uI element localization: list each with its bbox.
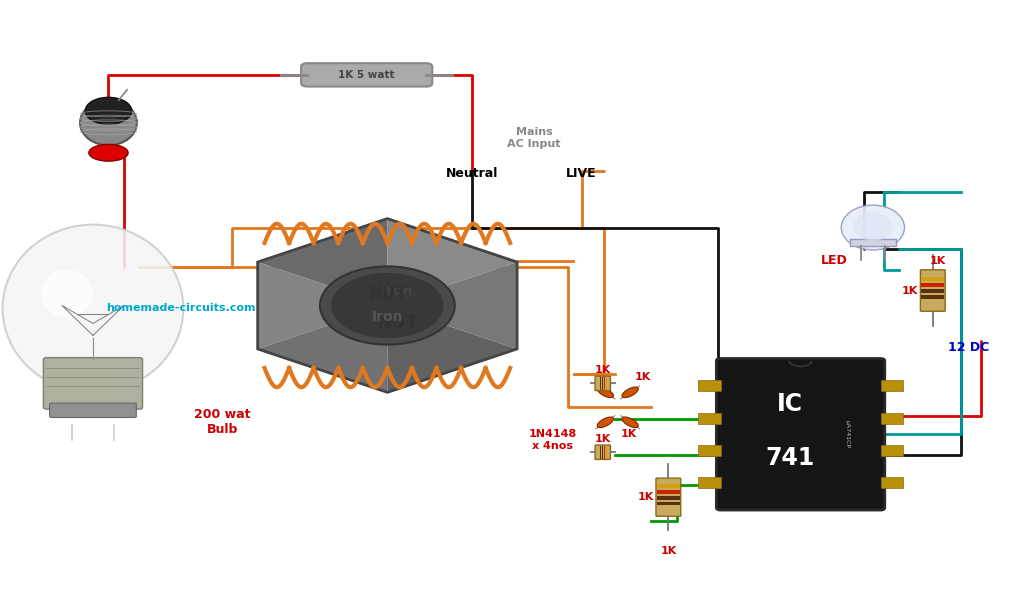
- Ellipse shape: [41, 270, 93, 317]
- Ellipse shape: [853, 212, 893, 241]
- Ellipse shape: [85, 97, 131, 124]
- FancyBboxPatch shape: [657, 485, 680, 488]
- Text: 12 DC: 12 DC: [948, 341, 990, 354]
- Text: 1K: 1K: [902, 286, 918, 295]
- FancyBboxPatch shape: [921, 295, 944, 300]
- FancyBboxPatch shape: [657, 501, 680, 506]
- FancyBboxPatch shape: [600, 446, 601, 459]
- FancyBboxPatch shape: [602, 446, 603, 459]
- Text: 1K: 1K: [595, 365, 611, 375]
- Text: 1K: 1K: [595, 434, 611, 444]
- Text: LED: LED: [821, 254, 848, 267]
- FancyBboxPatch shape: [43, 358, 143, 409]
- FancyBboxPatch shape: [698, 477, 721, 488]
- Polygon shape: [387, 305, 518, 392]
- Text: Mains
AC Input: Mains AC Input: [507, 127, 561, 149]
- Text: NUT: NUT: [377, 314, 418, 332]
- FancyBboxPatch shape: [921, 289, 944, 293]
- FancyBboxPatch shape: [50, 403, 136, 418]
- FancyBboxPatch shape: [698, 380, 721, 391]
- FancyBboxPatch shape: [880, 445, 903, 456]
- Ellipse shape: [622, 417, 638, 428]
- Text: 741: 741: [765, 446, 815, 470]
- FancyBboxPatch shape: [920, 270, 945, 311]
- FancyBboxPatch shape: [657, 490, 680, 494]
- Ellipse shape: [332, 273, 443, 338]
- Text: NUT: NUT: [368, 285, 407, 302]
- FancyBboxPatch shape: [604, 377, 605, 390]
- Text: 1K: 1K: [634, 373, 651, 382]
- FancyBboxPatch shape: [657, 496, 680, 500]
- Polygon shape: [257, 305, 387, 392]
- FancyBboxPatch shape: [880, 413, 903, 423]
- Text: 1K: 1K: [621, 429, 637, 439]
- FancyBboxPatch shape: [921, 283, 944, 287]
- FancyBboxPatch shape: [850, 239, 896, 246]
- FancyBboxPatch shape: [595, 445, 611, 459]
- FancyBboxPatch shape: [600, 377, 601, 390]
- Text: 200 wat
Bulb: 200 wat Bulb: [194, 409, 250, 436]
- Text: LIVE: LIVE: [566, 167, 597, 180]
- FancyBboxPatch shape: [698, 413, 721, 423]
- Text: Iron: Iron: [372, 310, 403, 325]
- Text: 1K 5 watt: 1K 5 watt: [339, 70, 395, 80]
- Text: 1N4148
x 4nos: 1N4148 x 4nos: [529, 429, 576, 451]
- Text: Iron: Iron: [382, 283, 413, 298]
- Ellipse shape: [81, 100, 136, 145]
- Ellipse shape: [3, 225, 184, 392]
- Ellipse shape: [622, 387, 638, 398]
- Ellipse shape: [597, 387, 614, 398]
- Text: IC: IC: [777, 392, 804, 416]
- FancyBboxPatch shape: [302, 63, 432, 86]
- FancyBboxPatch shape: [921, 277, 944, 281]
- Text: homemade-circuits.com: homemade-circuits.com: [106, 304, 255, 313]
- Text: 1K: 1K: [660, 546, 677, 556]
- Polygon shape: [387, 219, 518, 305]
- Polygon shape: [257, 219, 387, 305]
- Ellipse shape: [320, 267, 455, 344]
- FancyBboxPatch shape: [602, 377, 603, 390]
- Polygon shape: [387, 262, 518, 349]
- FancyBboxPatch shape: [880, 477, 903, 488]
- Ellipse shape: [597, 417, 614, 428]
- Text: 1K: 1K: [930, 256, 946, 265]
- FancyBboxPatch shape: [656, 478, 681, 516]
- FancyBboxPatch shape: [717, 358, 884, 510]
- FancyBboxPatch shape: [604, 446, 605, 459]
- FancyBboxPatch shape: [595, 376, 611, 391]
- FancyBboxPatch shape: [698, 445, 721, 456]
- Ellipse shape: [89, 144, 128, 161]
- FancyBboxPatch shape: [606, 377, 607, 390]
- Polygon shape: [257, 262, 387, 349]
- Ellipse shape: [841, 205, 905, 250]
- FancyBboxPatch shape: [880, 380, 903, 391]
- Text: 1K: 1K: [637, 492, 654, 502]
- Text: Neutral: Neutral: [446, 167, 498, 180]
- FancyBboxPatch shape: [606, 446, 607, 459]
- Text: µA741CP: µA741CP: [845, 420, 849, 448]
